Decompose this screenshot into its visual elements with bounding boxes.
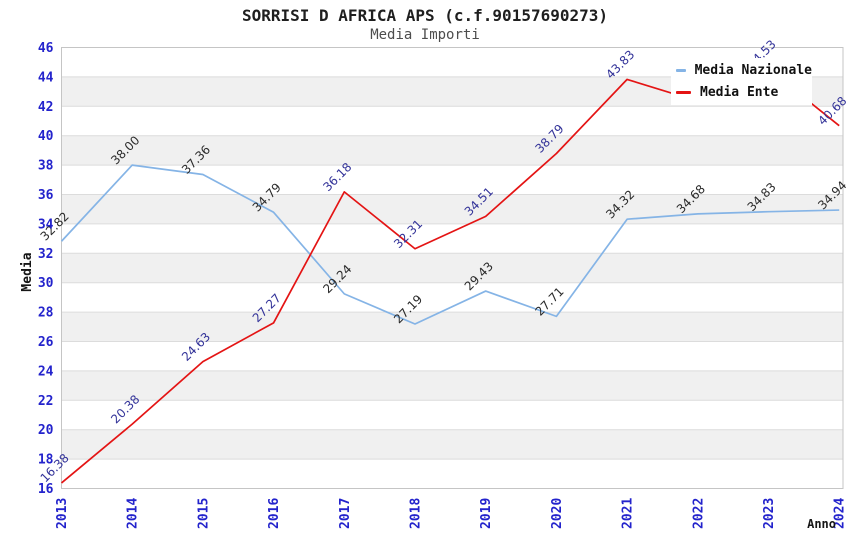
x-tick-label: 2016 xyxy=(267,498,282,529)
y-tick-label: 46 xyxy=(38,41,54,56)
x-axis-tick-labels: 2013 2014 2015 2016 2017 2018 2019 2020 2021 2022… xyxy=(55,498,848,529)
x-tick-label: 2020 xyxy=(550,498,565,529)
plot-band xyxy=(61,135,843,166)
y-tick-label: 40 xyxy=(38,129,54,144)
legend-line-swatch-media-nazionale xyxy=(676,69,686,73)
series-line-media-nazionale xyxy=(60,164,840,325)
chart-subtitle: Media Importi xyxy=(370,27,480,43)
y-tick-label: 26 xyxy=(38,335,54,350)
plot-bands xyxy=(61,76,843,460)
y-tick-label: 20 xyxy=(38,423,54,438)
plot-band xyxy=(61,312,843,342)
x-tick-label: 2014 xyxy=(126,498,141,529)
legend-item-media-nazionale: Media Nazionale xyxy=(671,63,812,78)
y-tick-label: 42 xyxy=(38,100,54,115)
y-axis-title: Media xyxy=(20,252,35,291)
plot-band xyxy=(61,253,843,283)
y-tick-label: 44 xyxy=(38,70,54,85)
x-tick-label: 2021 xyxy=(621,498,636,529)
chart-title: SORRISI D AFRICA APS (c.f.90157690273) xyxy=(241,6,609,25)
plot-band xyxy=(61,429,843,460)
y-tick-label: 38 xyxy=(38,159,54,174)
x-tick-label: 2022 xyxy=(691,498,706,529)
y-tick-label: 34 xyxy=(38,217,54,232)
x-tick-label: 2018 xyxy=(409,498,424,529)
y-tick-label: 22 xyxy=(38,394,54,409)
y-tick-label: 32 xyxy=(38,247,54,262)
plot-band xyxy=(61,370,843,401)
x-tick-label: 2013 xyxy=(55,498,70,529)
x-tick-label: 2023 xyxy=(762,498,777,529)
legend-line-swatch-media-ente xyxy=(676,90,691,94)
x-axis-title: Anno xyxy=(807,517,836,531)
y-tick-label: 18 xyxy=(38,453,54,468)
legend-label-media-ente: Media Ente xyxy=(700,84,779,100)
x-tick-label: 2019 xyxy=(479,498,494,529)
x-tick-label: 2017 xyxy=(338,498,353,529)
y-tick-label: 30 xyxy=(38,276,54,291)
y-tick-label: 24 xyxy=(38,364,54,379)
legend: Media Nazionale Media Ente xyxy=(671,58,812,105)
plot-border xyxy=(61,47,844,489)
x-tick-label: 2024 xyxy=(833,498,848,529)
y-axis-tick-labels: 16 18 20 22 24 26 28 30 32 34 36 38 40 42 44 46 xyxy=(38,41,54,497)
plot-band xyxy=(61,194,843,224)
legend-label-media-nazionale: Media Nazionale xyxy=(694,63,812,79)
y-tick-label: 28 xyxy=(38,306,54,321)
legend-item-media-ente: Media Ente xyxy=(671,85,812,100)
x-tick-label: 2015 xyxy=(196,498,211,529)
y-tick-label: 16 xyxy=(38,482,54,497)
y-tick-label: 36 xyxy=(38,188,54,203)
